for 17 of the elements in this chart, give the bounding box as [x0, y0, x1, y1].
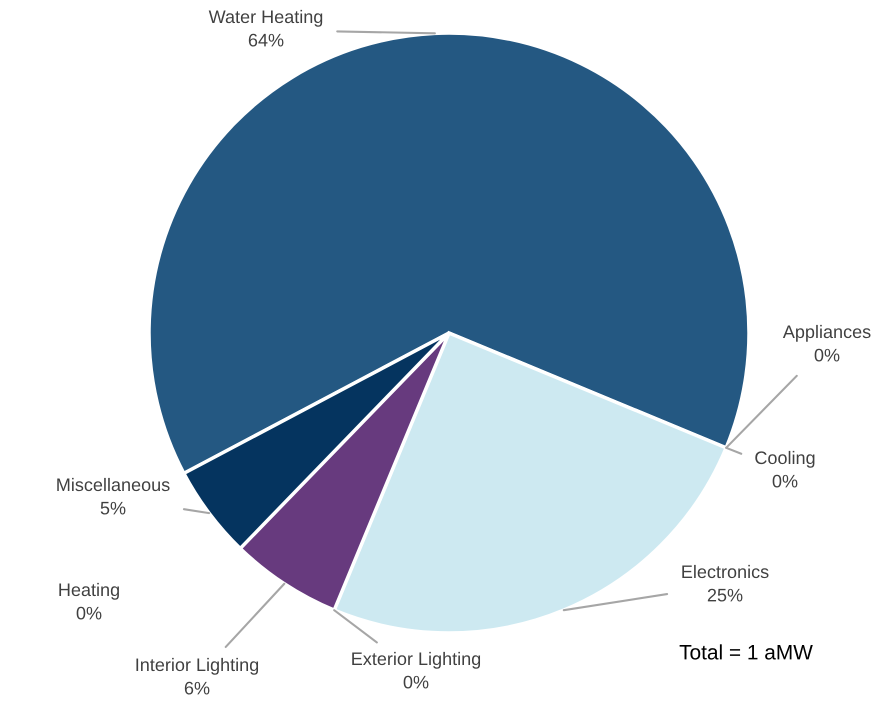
slice-label: Electronics: [682, 564, 768, 578]
text: 0%: [772, 474, 798, 488]
slice-label: Miscellaneous: [57, 478, 170, 492]
data-label: 25%: [708, 588, 742, 602]
data-label: 6%: [184, 682, 210, 695]
text: 0%: [76, 606, 102, 620]
data-label: 64%: [248, 34, 284, 47]
category-label: Appliances: [782, 324, 871, 342]
category-label: Exterior Lighting: [352, 652, 480, 669]
text: 0%: [814, 348, 840, 362]
category-label: Heating: [59, 582, 119, 600]
data-label: 5%: [100, 502, 126, 515]
legend-label: Cooling: [755, 450, 814, 468]
slice-label: Water Heating: [208, 10, 322, 27]
text: 0%: [404, 676, 428, 689]
text: Total = 1 aMW: [680, 644, 813, 660]
slice-label: Interior Lighting: [136, 658, 258, 675]
